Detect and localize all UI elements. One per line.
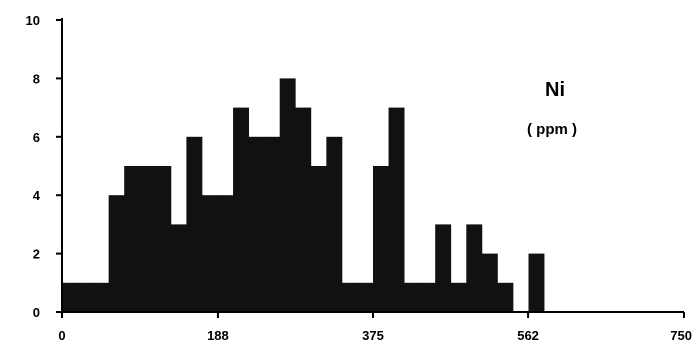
histogram-bar xyxy=(170,224,187,312)
histogram-bar xyxy=(341,282,358,312)
histogram-bar xyxy=(201,195,218,312)
bars-group xyxy=(62,78,545,313)
histogram-bar xyxy=(248,136,265,312)
histogram-bar xyxy=(388,107,405,312)
histogram-bar xyxy=(450,282,467,312)
histogram-bar xyxy=(108,195,125,312)
x-tick-label: 188 xyxy=(207,328,229,343)
histogram-bar xyxy=(310,166,327,312)
histogram-bar xyxy=(326,136,343,312)
histogram-bar xyxy=(124,166,141,312)
annotation-unit: ( ppm ) xyxy=(527,121,577,138)
histogram-bar xyxy=(435,224,452,312)
x-tick-label: 375 xyxy=(362,328,384,343)
histogram-bar xyxy=(481,253,498,312)
y-tick-label: 8 xyxy=(33,71,40,86)
y-tick-label: 2 xyxy=(33,247,40,262)
histogram-bar xyxy=(466,224,483,312)
x-ticks-group: 0 188 375 562 750 xyxy=(58,312,692,343)
histogram-bar xyxy=(217,195,234,312)
histogram-bar xyxy=(528,253,545,312)
annotation-title: Ni xyxy=(545,79,565,101)
histogram-bar xyxy=(279,78,296,313)
y-tick-label: 0 xyxy=(33,305,40,320)
histogram-bar xyxy=(93,282,110,312)
histogram-bar xyxy=(139,166,156,312)
x-tick-label: 0 xyxy=(58,328,65,343)
y-tick-label: 4 xyxy=(33,188,41,203)
histogram-bar xyxy=(373,166,389,312)
histogram-bar xyxy=(264,136,281,312)
histogram-bar xyxy=(419,282,436,312)
y-ticks-group: 0 2 4 6 8 10 xyxy=(26,13,62,320)
y-tick-label: 10 xyxy=(26,13,40,28)
histogram-bar xyxy=(155,166,172,312)
histogram-bar xyxy=(497,282,514,312)
y-tick-label: 6 xyxy=(33,130,40,145)
histogram-bar xyxy=(357,282,374,312)
histogram-bar xyxy=(62,282,78,312)
x-tick-label: 562 xyxy=(517,328,539,343)
histogram-bar xyxy=(404,282,421,312)
x-tick-label: 750 xyxy=(670,328,692,343)
histogram-bar xyxy=(186,136,203,312)
histogram-bar xyxy=(77,282,94,312)
histogram-bar xyxy=(295,107,312,312)
histogram-bar xyxy=(233,107,249,312)
